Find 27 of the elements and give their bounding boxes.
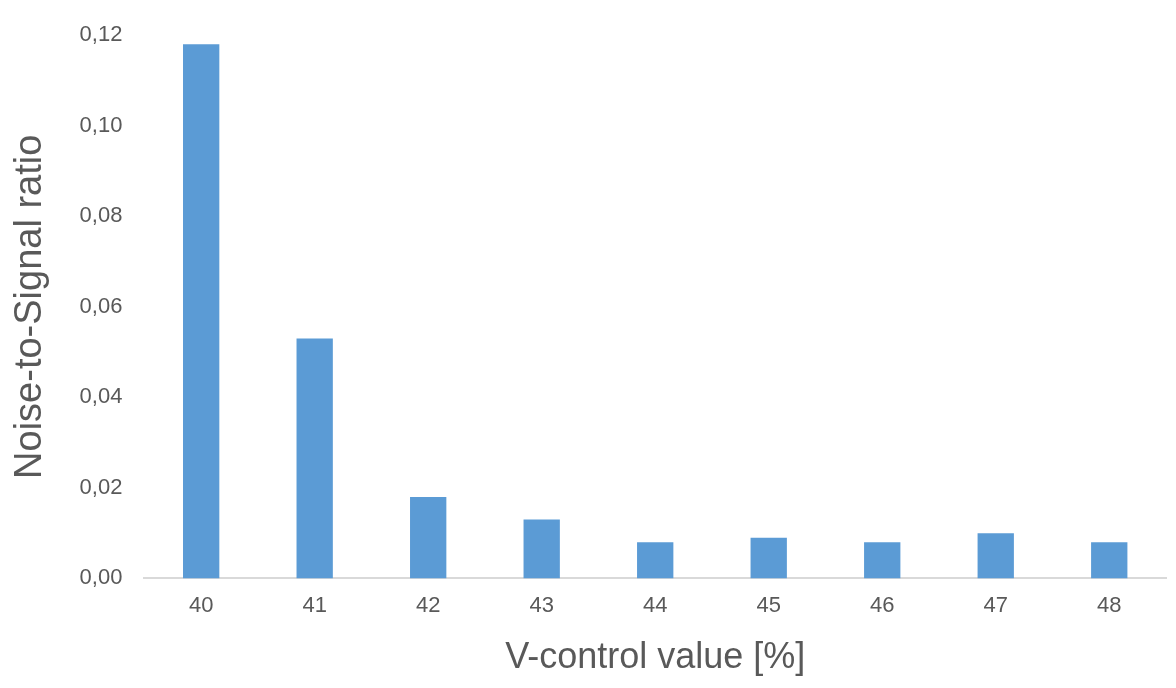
- x-tick-label: 47: [983, 591, 1008, 617]
- y-axis-title: Noise-to-Signal ratio: [7, 134, 50, 479]
- bar: [977, 533, 1014, 579]
- x-axis-title: V-control value [%]: [505, 635, 806, 677]
- y-tick-label: 0,10: [79, 111, 123, 137]
- bar: [864, 542, 901, 579]
- bar: [523, 519, 560, 579]
- bar: [410, 496, 447, 579]
- x-tick-label: 43: [529, 591, 554, 617]
- x-tick-label: 48: [1097, 591, 1122, 617]
- y-tick-label: 0,04: [79, 383, 123, 409]
- y-tick-label: 0,06: [79, 292, 123, 318]
- x-tick-label: 46: [869, 591, 895, 617]
- x-tick-label: 41: [302, 591, 327, 617]
- bar: [750, 537, 787, 579]
- bar: [1091, 542, 1128, 579]
- y-tick-label: 0,00: [79, 564, 123, 590]
- y-tick-label: 0,12: [79, 21, 123, 47]
- y-tick-label: 0,08: [79, 202, 123, 228]
- x-tick-label: 44: [642, 591, 668, 617]
- x-tick-label: 45: [756, 591, 781, 617]
- bar: [637, 542, 674, 579]
- y-tick-label: 0,02: [79, 473, 123, 499]
- bar: [296, 338, 333, 579]
- bar: [183, 44, 220, 579]
- x-tick-label: 42: [415, 591, 441, 617]
- x-tick-label: 40: [188, 591, 214, 617]
